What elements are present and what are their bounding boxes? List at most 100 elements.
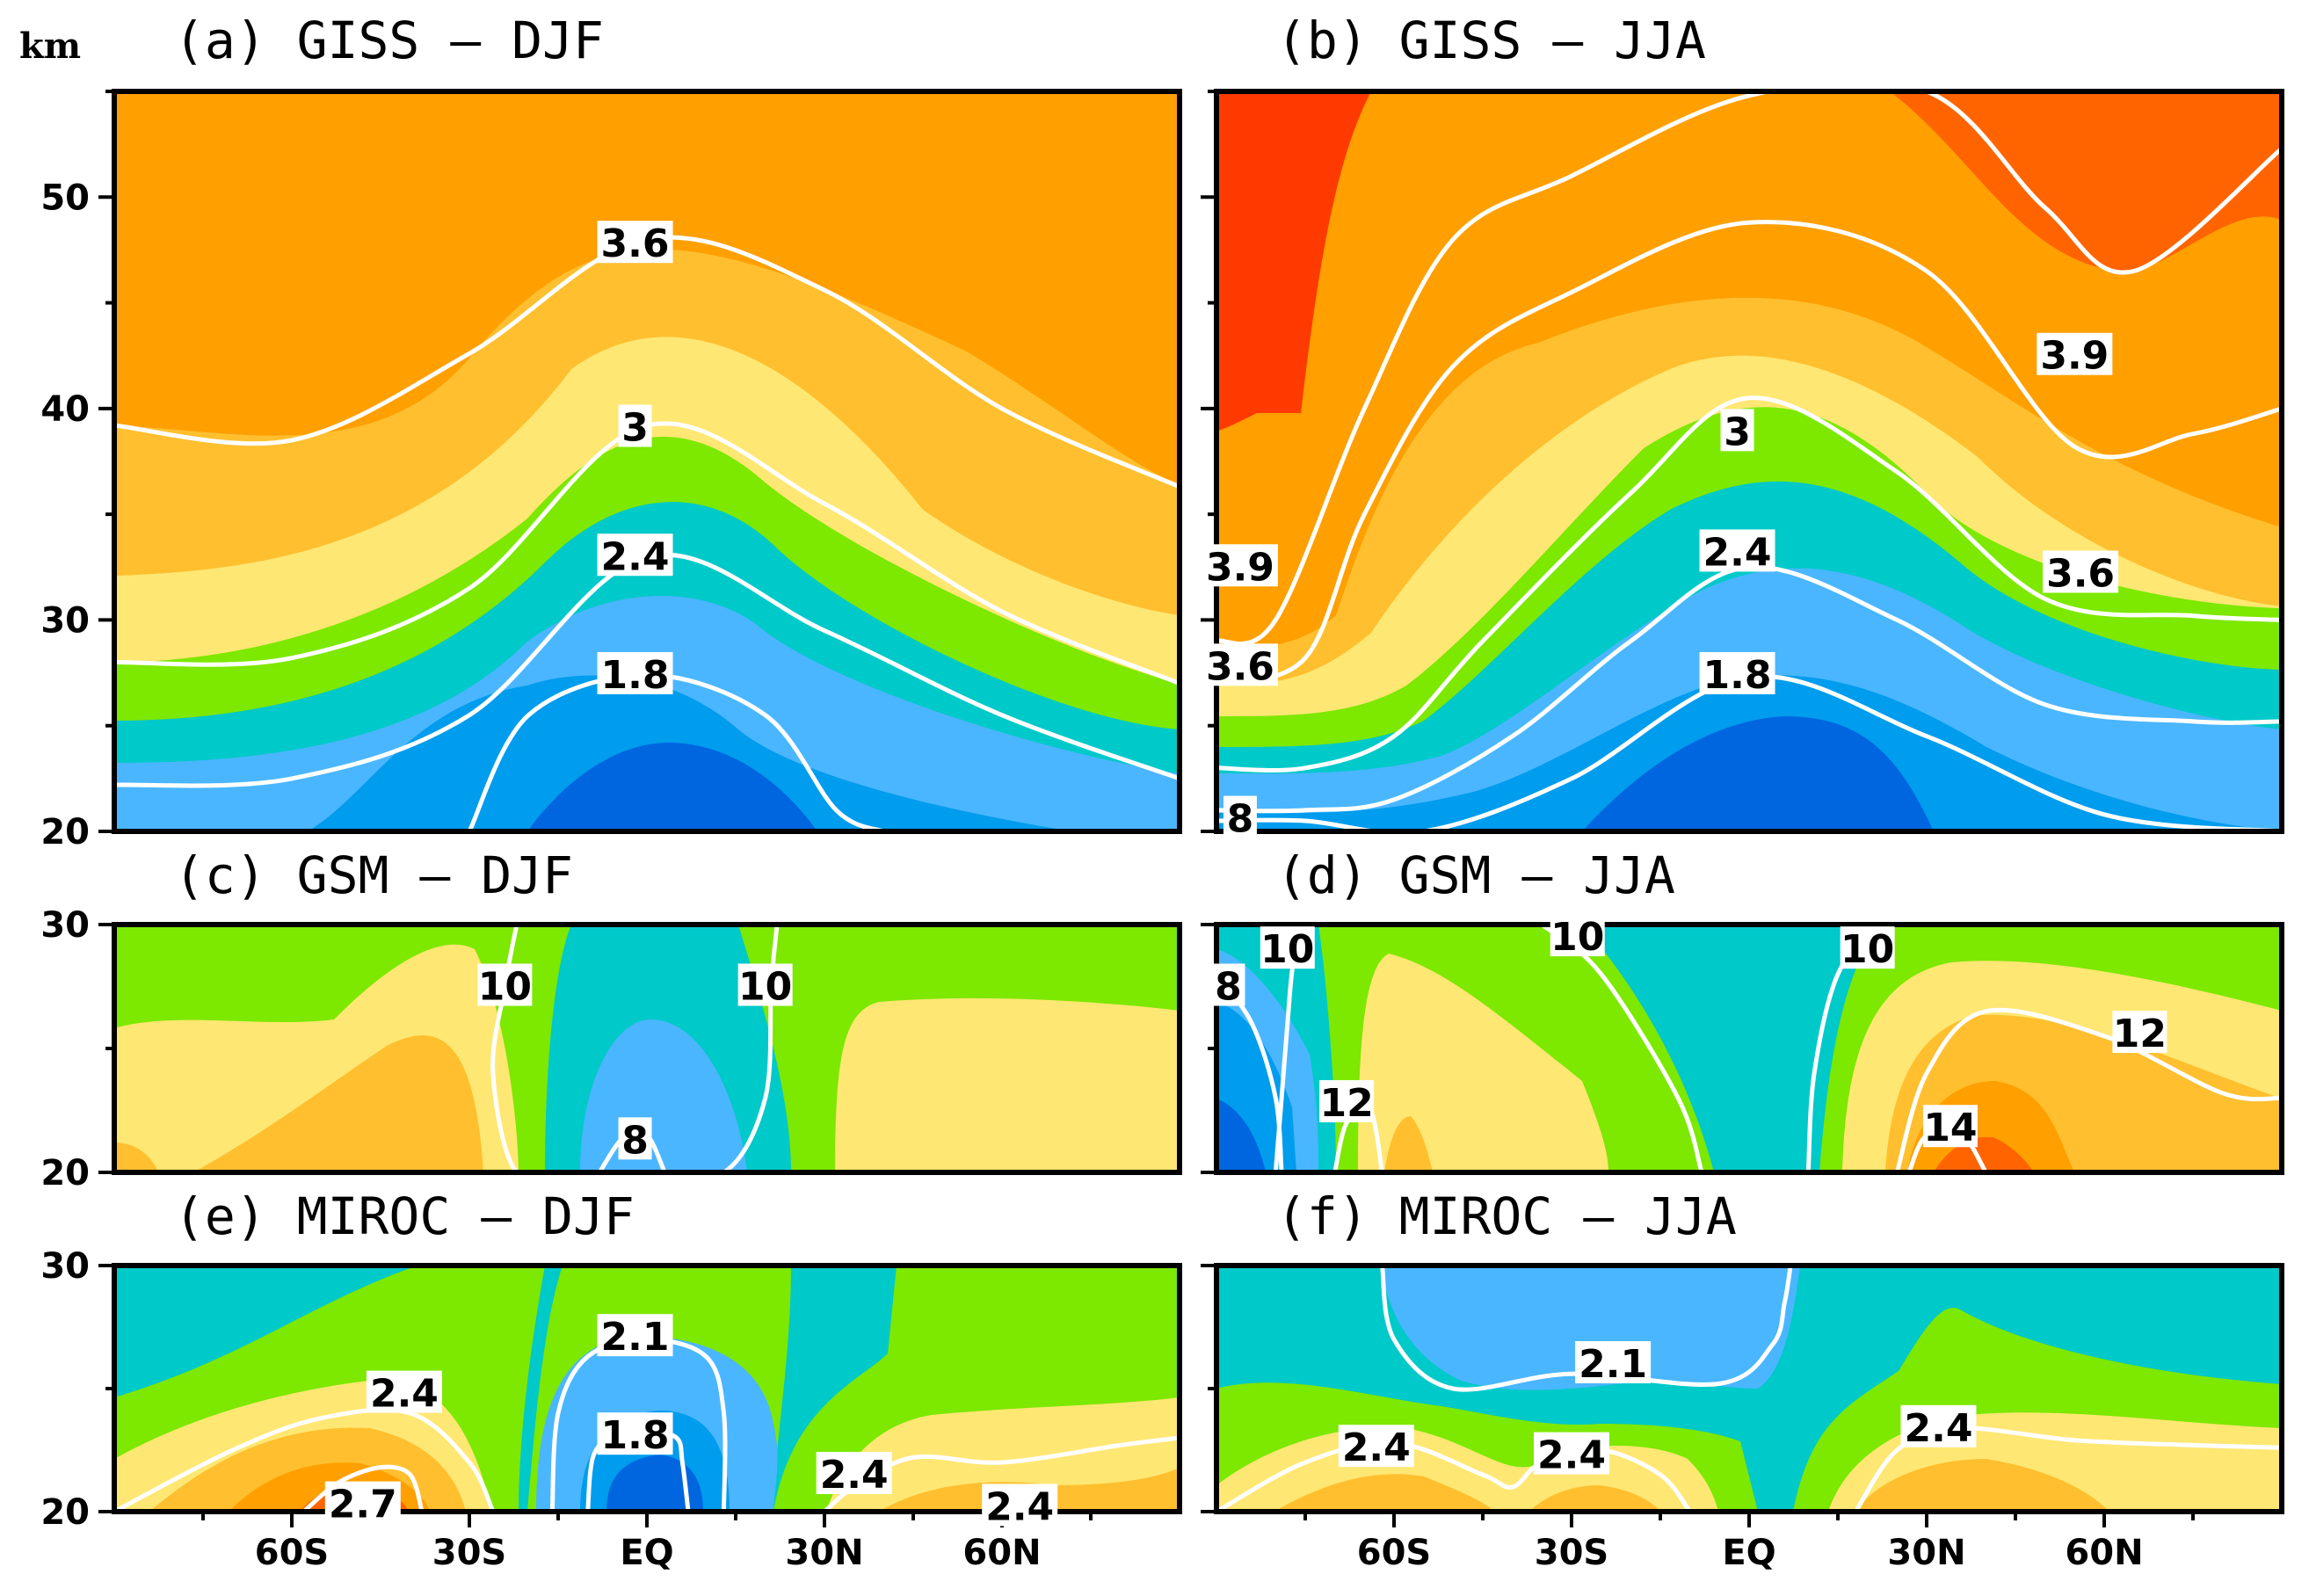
panel-d-band-14-16: [1907, 1081, 2074, 1172]
panel-f-contour-label: 2.4: [1904, 1406, 1972, 1451]
panel-e-x-tick-label: 30N: [785, 1533, 863, 1573]
panel-f-x-tick-label: EQ: [1722, 1533, 1775, 1573]
panel-d-contour-label-box: [1319, 1080, 1375, 1123]
y-unit-label: km: [19, 25, 81, 67]
panel-b-isoline-2.4-3: [1216, 564, 2282, 814]
panel-d-band-left-yellow: [1358, 954, 1608, 1172]
panel-a-y-tick-label: 40: [40, 389, 90, 430]
panel-e-contour-label: 2.7: [329, 1483, 397, 1527]
panel-e-contour-label-box: [597, 1314, 673, 1357]
panel-d-contour-label: 8: [1215, 965, 1242, 1010]
panel-b-filled-contours: [1216, 91, 2282, 831]
panel-f-contour-label-box: [1534, 1432, 1609, 1475]
panel-c-filled-contours: [114, 925, 1180, 1172]
panel-f-band-mid-orange: [1529, 1485, 1661, 1512]
panel-d-contour-label: 14: [1923, 1106, 1977, 1150]
panel-d-contour-label: 10: [1260, 927, 1314, 972]
panel-a-isoline-1.8-3: [467, 672, 886, 831]
panel-a-band-1.5-1.8: [527, 743, 817, 831]
panel-e-band-right-yellow: [826, 1397, 1180, 1512]
panel-d-contour-label: 12: [2113, 1012, 2167, 1056]
panel-e-y-tick-label: 30: [40, 1246, 90, 1287]
panel-e-contour-label-box: [982, 1484, 1058, 1527]
panel-e-contour-label: 1.8: [601, 1413, 670, 1458]
panel-b-contour-label-box: [2043, 550, 2119, 593]
panel-c-contour-label: 10: [478, 965, 532, 1010]
panel-f-contour-label-box: [1575, 1341, 1652, 1383]
panel-a-contour-label-box: [597, 651, 673, 694]
panel-c-contour-label-box: [477, 963, 533, 1006]
panel-a-y-tick-label: 30: [40, 600, 90, 641]
panel-e-contour-label-box: [816, 1452, 892, 1494]
panel-b-contour-label: 8: [1227, 797, 1254, 842]
panel-e-y-tick-label: 20: [40, 1492, 90, 1533]
panel-c-contour-label-box: [737, 963, 793, 1006]
panel-f-x-tick-label: 60N: [2065, 1533, 2143, 1573]
panel-b-contour-label-box: [1720, 409, 1754, 452]
panel-d-contour-label-box: [2112, 1011, 2167, 1054]
panel-b-y-axis: [1201, 90, 1216, 833]
panel-b-contour-label: 2.4: [1703, 530, 1772, 575]
panel-d-contour-label: 12: [1320, 1081, 1374, 1126]
panel-b-contour-label-box: [1223, 795, 1257, 838]
panel-b: (b) GISS – JJA 3.9 3.6 3 2.4 1.8 3.9 3.6 8: [1201, 11, 2284, 842]
panel-d-contour-label-box: [1840, 926, 1895, 969]
panel-b-contour-labels: 3.9 3.6 3 2.4 1.8 3.9 3.6 8: [1202, 332, 2119, 842]
panel-d: (d) GSM – JJA 10 10 10 12 14 12 8: [1201, 845, 2284, 1175]
panel-b-contour-label-box: [1202, 643, 1278, 686]
panel-b-band-3.9-4.2: [1216, 91, 2282, 272]
panel-e-contour-label-box: [366, 1370, 442, 1413]
panel-f-band-right-orange: [1855, 1459, 2109, 1512]
panel-a-title: (a) GISS – DJF: [174, 11, 604, 70]
panel-c-y-tick-label: 20: [40, 1153, 90, 1193]
panel-f-y-axis: [1201, 1264, 1216, 1513]
panel-a-frame: [112, 89, 1182, 834]
panel-f: (f) MIROC – JJA 60S 30S EQ 30N 60N 2.1 2.4 2.4…: [1201, 1186, 2284, 1573]
panel-d-contour-label-box: [1260, 926, 1315, 969]
panel-b-contour-label: 3.9: [1206, 545, 1274, 590]
panel-a-contour-label-box: [597, 221, 673, 264]
panel-f-band-left-orange: [1274, 1474, 1494, 1512]
panel-f-contour-label-box: [1338, 1425, 1414, 1468]
panel-f-filled-contours: [1216, 1266, 2282, 1512]
panel-f-contour-label-box: [1900, 1404, 1977, 1447]
panel-f-contour-label: 2.4: [1342, 1426, 1411, 1470]
panel-c-title: (c) GSM – DJF: [174, 845, 573, 905]
panel-b-contour-label: 3.6: [1206, 644, 1274, 689]
panel-c-y-tick-label: 30: [40, 905, 90, 946]
panel-b-contour-label: 3: [1724, 410, 1751, 454]
panel-d-contour-label: 10: [1550, 915, 1604, 960]
panel-d-band-left-orange: [1384, 1116, 1433, 1172]
panel-d-contour-label-box: [1922, 1105, 1978, 1148]
panel-e-contour-label: 2.4: [820, 1453, 889, 1498]
panel-e-contour-labels: 2.1 1.8 2.4 2.7 2.4 2.4: [324, 1314, 1058, 1529]
panel-a-contour-label-box: [597, 533, 673, 577]
panel-b-contour-label-box: [1699, 529, 1775, 572]
panel-d-contour-labels: 10 10 10 12 14 12 8: [1211, 914, 2167, 1150]
panel-c-isoline-10-0: [490, 925, 780, 1172]
panel-b-title: (b) GISS – JJA: [1276, 11, 1706, 70]
panel-f-isoline-2.4-2: [1853, 1426, 2282, 1512]
panel-a-y-axis: 20 30 40 50: [40, 90, 114, 852]
panel-b-band-4.2-4.5: [1216, 91, 1371, 431]
panel-d-y-axis: [1201, 923, 1216, 1174]
panel-b-contour-label: 3.9: [2040, 334, 2109, 379]
panel-a-contour-label-box: [618, 404, 652, 447]
panel-e-x-axis: 60S 30S EQ 30N 60N: [201, 1512, 1093, 1573]
panel-f-x-tick-label: 60S: [1357, 1533, 1431, 1573]
panel-d-band-center-cyan: [1582, 925, 1881, 1172]
panel-a-contour-label: 2.4: [601, 534, 670, 579]
panel-e-x-tick-label: 60S: [255, 1533, 329, 1573]
panel-e-filled-contours: [114, 1266, 1180, 1512]
panel-f-contour-labels: 2.1 2.4 2.4 2.4: [1338, 1341, 1977, 1478]
panel-d-isoline-12-3: [1894, 1007, 2282, 1172]
panel-a-contour-label: 1.8: [601, 653, 670, 698]
panel-e-x-tick-label: EQ: [620, 1533, 673, 1573]
panel-b-isoline-3.9-0: [1216, 91, 2282, 646]
panel-e-contour-label-box: [597, 1412, 673, 1455]
panel-c-band-left-orange: [193, 1035, 483, 1172]
